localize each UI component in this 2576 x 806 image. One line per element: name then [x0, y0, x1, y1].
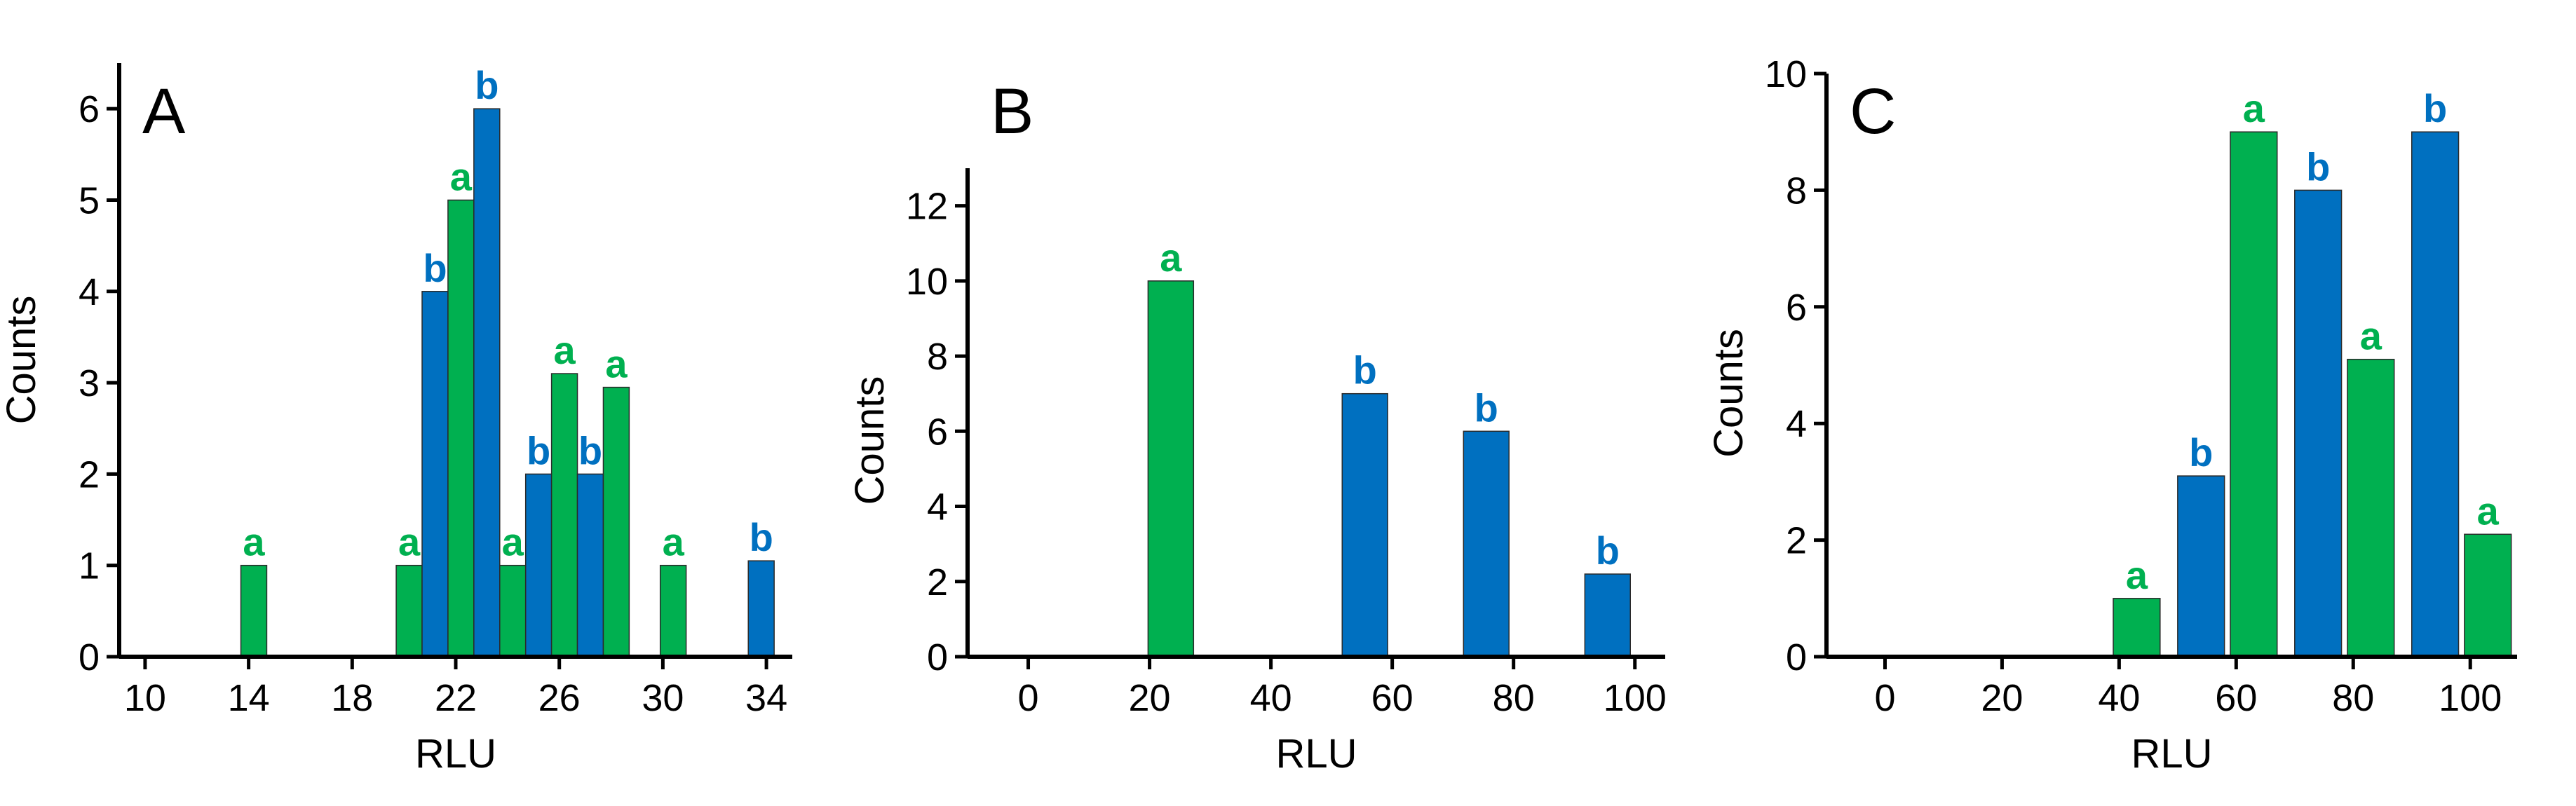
bar-letter-label: a [398, 520, 421, 564]
x-tick-label: 30 [642, 677, 684, 719]
x-tick-label: 40 [2098, 677, 2140, 719]
bar-letter-label: b [527, 428, 550, 472]
x-tick-label: 80 [2332, 677, 2374, 719]
bar-a-4 [473, 108, 501, 657]
bar-c-5 [2411, 131, 2460, 657]
y-axis-title: Counts [847, 376, 893, 505]
x-axis-title: RLU [2131, 731, 2212, 777]
x-tick-label: 100 [2439, 677, 2502, 719]
y-axis-title: Counts [1706, 329, 1751, 458]
bar-b-1 [1341, 392, 1388, 657]
bar-letter-label: a [450, 154, 473, 198]
x-tick-label: 20 [1981, 677, 2023, 719]
bar-a-3 [447, 199, 475, 657]
bar-letter-label: a [2360, 314, 2382, 358]
bar-letter-label: b [2306, 144, 2330, 189]
y-tick-label: 0 [79, 636, 100, 678]
y-tick-label: 1 [79, 545, 100, 587]
bar-a-7 [550, 373, 578, 657]
y-axis-title: Counts [0, 296, 44, 425]
bar-letter-label: a [2126, 553, 2148, 597]
bar-a-2 [421, 291, 449, 657]
y-tick-label: 6 [79, 88, 100, 130]
x-tick-label: 14 [228, 677, 270, 719]
y-tick-label: 5 [79, 179, 100, 221]
y-tick-label: 4 [927, 486, 948, 528]
bar-letter-label: a [553, 328, 576, 372]
x-axis-title: RLU [1275, 731, 1357, 777]
bar-c-4 [2347, 358, 2395, 657]
bar-letter-label: b [1353, 348, 1377, 392]
x-tick-label: 60 [2215, 677, 2257, 719]
x-axis-title: RLU [415, 731, 496, 777]
bar-letter-label: a [1160, 235, 1182, 280]
y-tick-label: 10 [1765, 53, 1807, 95]
x-tick-label: 60 [1371, 677, 1414, 719]
x-tick-label: 20 [1129, 677, 1171, 719]
y-tick-label: 12 [906, 186, 948, 228]
bar-letter-label: b [1475, 385, 1498, 430]
bar-c-3 [2294, 189, 2343, 657]
y-tick-label: 2 [79, 453, 100, 496]
bar-c-0 [2113, 598, 2161, 657]
bar-b-0 [1147, 280, 1195, 657]
y-tick-label: 0 [1786, 636, 1807, 678]
bar-b-3 [1584, 573, 1631, 657]
panel-b: a b b b 0 20 40 60 80 100 0 2 4 6 8 10 12 RLU Counts B [847, 76, 1667, 777]
bar-letter-label: a [502, 520, 524, 564]
x-tick-label: 18 [331, 677, 373, 719]
panel-letter: A [142, 76, 186, 147]
y-tick-label: 4 [1786, 403, 1807, 445]
bar-b-2 [1463, 430, 1510, 657]
bar-letter-label: a [243, 520, 265, 564]
bar-a-9 [602, 386, 630, 657]
y-tick-label: 0 [927, 636, 948, 678]
bar-a-8 [576, 473, 604, 657]
y-tick-label: 8 [1786, 170, 1807, 212]
bar-letter-label: a [2477, 489, 2500, 533]
y-tick-label: 2 [1786, 520, 1807, 562]
bar-letter-label: b [423, 246, 447, 290]
bar-a-11 [747, 560, 775, 657]
y-tick-label: 8 [927, 336, 948, 378]
x-tick-label: 80 [1493, 677, 1535, 719]
bar-letter-label: b [750, 515, 773, 559]
y-tick-label: 2 [927, 561, 948, 603]
bar-letter-label: a [2243, 86, 2265, 130]
y-tick-label: 10 [906, 261, 948, 303]
y-tick-label: 6 [1786, 287, 1807, 329]
bar-a-5 [499, 564, 527, 657]
x-tick-label: 40 [1250, 677, 1292, 719]
x-tick-label: 26 [538, 677, 581, 719]
x-tick-label: 0 [1017, 677, 1038, 719]
bar-a-1 [395, 564, 423, 657]
x-tick-label: 0 [1874, 677, 1895, 719]
bar-a-0 [240, 564, 268, 657]
y-tick-label: 3 [79, 362, 100, 404]
bar-c-2 [2230, 131, 2278, 657]
bar-a-6 [524, 473, 553, 657]
bar-c-1 [2177, 475, 2225, 657]
bar-letter-label: a [605, 342, 628, 386]
panel-letter: B [991, 76, 1033, 147]
x-tick-label: 100 [1604, 677, 1667, 719]
bar-letter-label: b [2189, 430, 2213, 474]
bar-c-6 [2464, 533, 2512, 657]
bar-letter-label: b [2423, 86, 2447, 130]
bar-letter-label: b [578, 428, 602, 472]
bar-letter-label: b [475, 63, 499, 107]
x-tick-label: 10 [124, 677, 166, 719]
x-tick-label: 22 [435, 677, 477, 719]
y-tick-label: 6 [927, 411, 948, 453]
y-tick-label: 4 [79, 271, 100, 313]
bar-letter-label: a [663, 520, 685, 564]
panel-letter: C [1850, 76, 1896, 147]
bar-a-10 [659, 564, 687, 657]
bar-letter-label: b [1596, 528, 1620, 573]
x-tick-label: 34 [745, 677, 787, 719]
